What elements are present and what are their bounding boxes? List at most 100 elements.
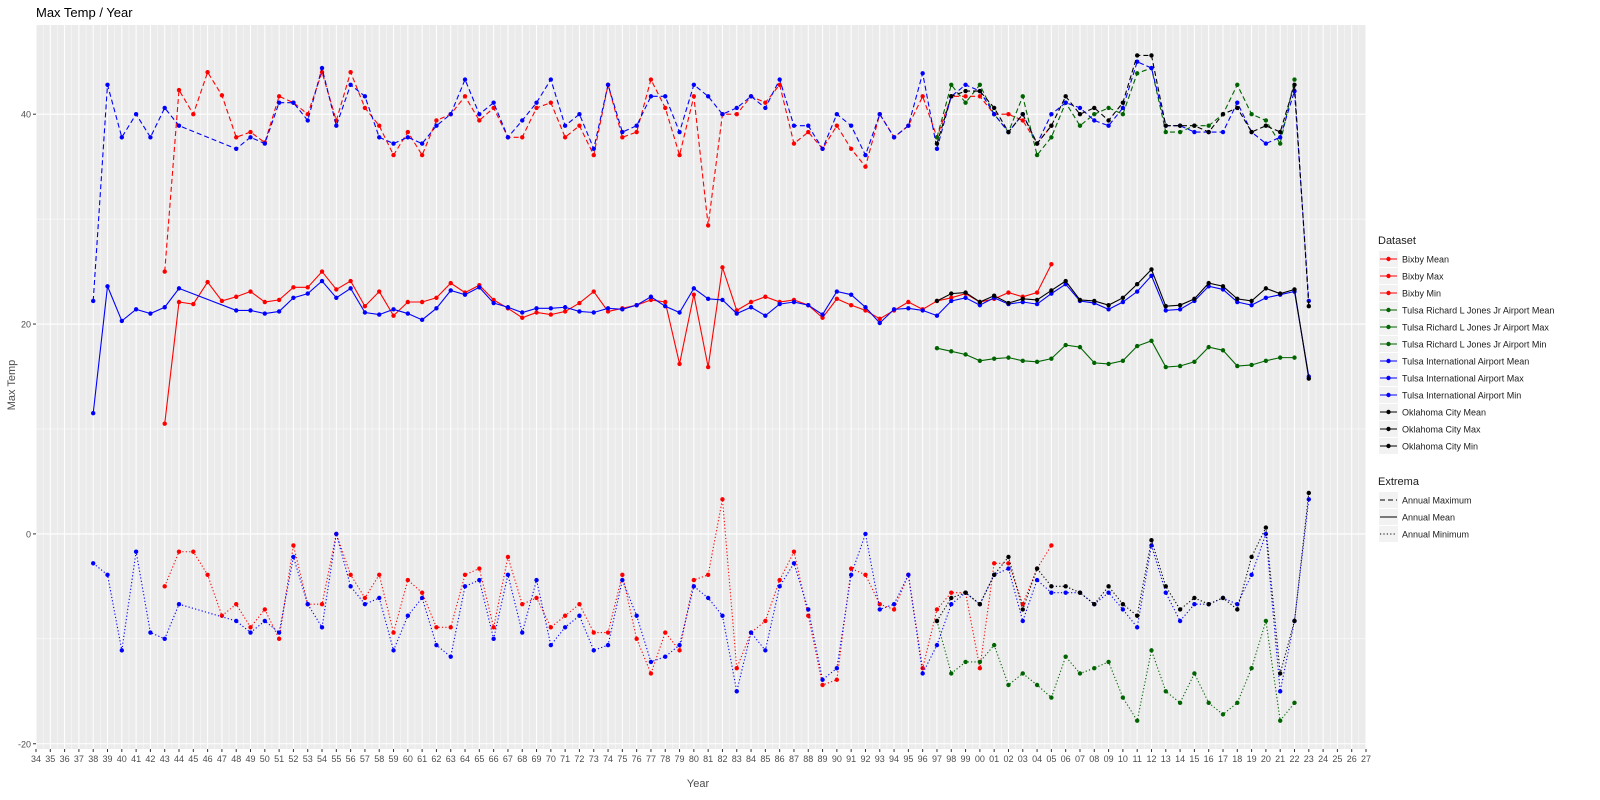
data-point [977, 299, 983, 305]
data-point [1120, 111, 1126, 117]
data-point [176, 549, 182, 554]
data-point [1149, 65, 1154, 71]
data-point [691, 82, 697, 88]
x-tick-label: 96 [918, 754, 928, 764]
data-point [276, 636, 282, 642]
data-point [133, 111, 139, 117]
data-point [505, 135, 511, 140]
data-point [591, 648, 596, 653]
data-point [991, 561, 997, 566]
data-point [991, 356, 997, 361]
data-point [920, 71, 925, 76]
data-point [448, 288, 453, 293]
data-point [1249, 111, 1254, 117]
data-point [219, 613, 225, 618]
data-point [434, 642, 439, 648]
data-point [720, 613, 725, 618]
data-point [791, 141, 797, 146]
data-point [148, 135, 153, 140]
data-point [234, 135, 239, 140]
legend-key-point [1386, 256, 1391, 262]
data-point [1220, 712, 1226, 717]
data-point [462, 584, 468, 589]
data-point [1049, 135, 1054, 140]
data-point [148, 311, 153, 316]
data-point [791, 549, 797, 554]
data-point [1263, 618, 1269, 624]
series-oklahoma-city-annual-mean [934, 267, 1312, 381]
legend-key-point [1386, 375, 1391, 381]
x-tick-label: 22 [1289, 754, 1299, 764]
x-tick-label: 39 [102, 754, 112, 764]
data-point [605, 82, 611, 88]
data-point [863, 152, 868, 158]
data-point [1220, 287, 1226, 292]
data-point [1149, 537, 1154, 543]
data-point [906, 123, 911, 128]
x-tick-label: 84 [746, 754, 756, 764]
data-point [377, 312, 382, 317]
data-point [1020, 671, 1025, 676]
data-point [1092, 602, 1097, 607]
x-tick-label: 11 [1133, 754, 1142, 764]
data-point [1249, 554, 1254, 560]
data-point [334, 123, 339, 128]
data-point [1277, 671, 1283, 676]
data-point [1249, 362, 1254, 368]
series-tulsa-richard-l-jones-jr-airport-annual-mean [934, 338, 1297, 370]
data-point [1235, 296, 1240, 302]
legend-dataset-entry: Tulsa Richard L Jones Jr Airport Max [1402, 323, 1549, 333]
data-point [1249, 572, 1254, 578]
data-point [405, 577, 411, 583]
data-point [248, 308, 253, 313]
data-point [705, 595, 711, 601]
data-point [191, 301, 196, 307]
data-point [548, 312, 554, 317]
data-point [577, 300, 582, 306]
x-tick-label: 51 [274, 754, 284, 764]
data-point [1263, 295, 1269, 301]
data-point [319, 625, 325, 630]
data-point [991, 111, 997, 117]
data-point [1277, 718, 1283, 723]
data-point [234, 618, 239, 624]
data-point [534, 105, 539, 111]
data-point [1277, 355, 1283, 360]
data-point [734, 689, 739, 694]
x-tick-label: 53 [303, 754, 313, 764]
data-point [1034, 682, 1040, 688]
data-point [1149, 338, 1154, 344]
series-line [936, 67, 1296, 157]
data-point [119, 648, 125, 653]
data-point [1206, 602, 1211, 607]
data-point [362, 304, 368, 309]
data-point [348, 286, 353, 291]
data-point [176, 286, 182, 291]
data-point [748, 305, 754, 310]
data-point [1106, 123, 1111, 128]
data-point [548, 77, 554, 82]
data-point [648, 94, 654, 99]
data-point [534, 577, 539, 583]
data-point [1134, 281, 1140, 287]
data-point [391, 141, 396, 146]
data-point [720, 265, 725, 270]
x-tick-label: 91 [846, 754, 856, 764]
x-tick-label: 76 [632, 754, 642, 764]
x-tick-label: 88 [803, 754, 813, 764]
legend-dataset-entry: Tulsa Richard L Jones Jr Airport Mean [1402, 306, 1554, 316]
data-point [605, 309, 611, 314]
legend-key-point [1386, 324, 1391, 330]
data-point [1077, 111, 1083, 117]
data-point [534, 306, 539, 311]
data-point [1092, 360, 1097, 366]
x-tick-label: 34 [31, 754, 41, 764]
data-point [348, 584, 353, 589]
data-point [1092, 118, 1097, 123]
data-point [848, 292, 854, 297]
data-point [677, 310, 682, 315]
data-point [462, 292, 468, 297]
x-tick-label: 04 [1032, 754, 1042, 764]
data-point [477, 111, 482, 117]
data-point [677, 648, 682, 653]
